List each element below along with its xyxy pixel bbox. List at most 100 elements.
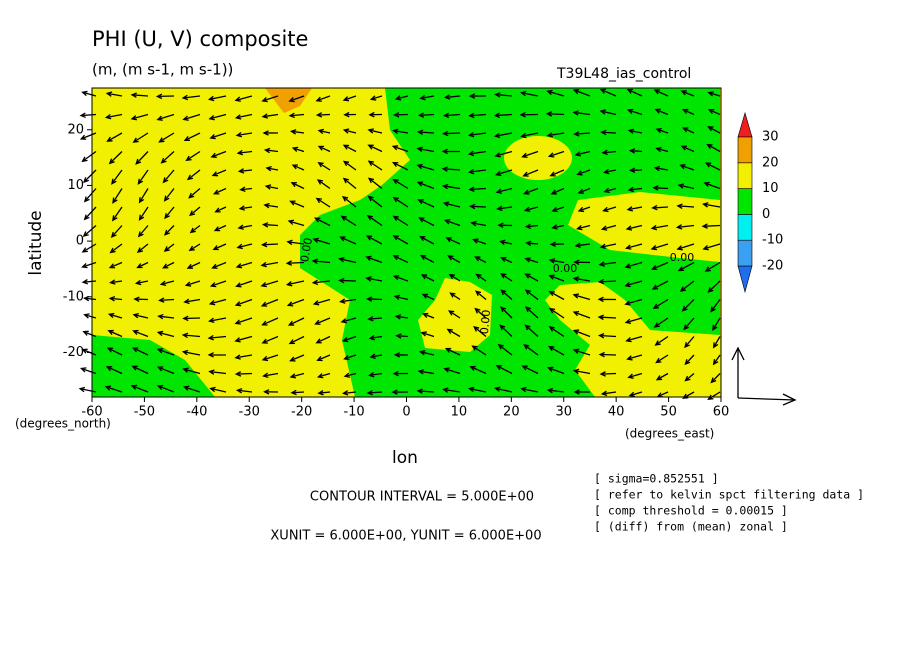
vector-arrow <box>209 386 227 393</box>
vector-arrow <box>338 256 357 264</box>
vector-arrow <box>598 261 617 267</box>
x-tick-label: -30 <box>239 405 260 420</box>
chart-subtitle: (m, (m s-1, m s-1)) <box>92 61 233 79</box>
vector-arrow <box>182 385 201 393</box>
vector-arrow <box>703 181 721 190</box>
vector-arrow <box>162 261 175 269</box>
vector-arrow <box>341 390 357 396</box>
vector-arrow <box>314 217 331 227</box>
vector-arrow <box>449 292 461 301</box>
vector-arrow <box>137 169 149 185</box>
vector-arrow <box>707 280 721 293</box>
vector-arrow <box>157 313 175 320</box>
vector-arrow <box>261 317 279 326</box>
vector-arrow <box>474 307 487 319</box>
vector-arrow <box>676 203 695 209</box>
vector-arrow <box>500 306 513 319</box>
vector-arrow <box>393 352 409 358</box>
vector-arrow <box>291 146 305 153</box>
vector-arrow <box>366 389 383 396</box>
vector-arrow <box>315 95 331 102</box>
x-tick-label: 0 <box>402 405 410 420</box>
colorbar-box <box>737 188 753 215</box>
vector-arrow <box>108 296 123 302</box>
vector-arrow <box>366 214 383 227</box>
vector-arrow <box>264 184 279 190</box>
vector-arrow <box>316 179 331 190</box>
vector-arrow <box>158 297 175 303</box>
vector-arrow <box>525 240 539 247</box>
vector-arrow <box>365 296 383 302</box>
field-cyan <box>504 136 572 180</box>
vector-arrow <box>626 88 643 97</box>
vector-arrow <box>702 202 721 208</box>
vector-arrow <box>572 110 591 116</box>
vector-arrow <box>627 372 643 379</box>
vector-arrow <box>520 386 539 393</box>
x-tick-label: 40 <box>608 405 625 420</box>
vector-arrow <box>624 298 643 306</box>
vector-arrow <box>286 239 305 246</box>
vector-arrow <box>156 113 175 121</box>
vector-arrow <box>598 351 617 358</box>
y-axis-label: latitude <box>26 210 46 275</box>
vector-arrow <box>443 94 461 100</box>
vector-arrow <box>625 224 643 231</box>
vector-arrow <box>181 349 201 356</box>
vector-arrow <box>522 169 539 177</box>
vector-arrow <box>624 317 643 325</box>
vector-arrow <box>235 388 253 394</box>
vector-arrow <box>392 235 409 245</box>
vector-arrow <box>261 354 279 362</box>
vector-arrow <box>83 169 97 184</box>
vector-arrow <box>317 128 331 135</box>
vector-arrow <box>341 335 357 343</box>
vector-arrow <box>442 112 461 119</box>
vector-arrow <box>338 277 357 284</box>
vector-arrow <box>285 260 305 266</box>
vector-arrow <box>599 109 617 116</box>
vector-arrow <box>211 261 227 269</box>
vector-arrow <box>79 112 97 119</box>
vector-arrow <box>189 206 201 217</box>
vector-arrow <box>132 132 149 143</box>
vector-arrow <box>520 132 539 139</box>
vector-arrow <box>186 169 201 181</box>
y-tick-label: 0 <box>76 234 84 249</box>
vector-arrow <box>416 181 435 190</box>
x-tick-label: 30 <box>555 405 572 420</box>
vector-arrow <box>683 317 695 331</box>
x-tick-label: -10 <box>343 405 364 420</box>
x-tick-label: -20 <box>291 405 312 420</box>
vector-arrow <box>289 372 305 379</box>
vector-arrow <box>707 126 721 134</box>
vector-arrow <box>474 256 487 264</box>
vector-arrow <box>342 160 357 171</box>
vector-arrow <box>626 108 643 116</box>
vector-arrow <box>706 143 721 153</box>
vector-arrow <box>234 354 253 360</box>
vector-arrow <box>317 145 331 153</box>
vector-arrow <box>576 224 591 231</box>
vector-arrow <box>131 347 149 356</box>
vector-arrow <box>365 276 383 282</box>
vector-arrow <box>213 224 227 232</box>
vector-arrow <box>500 273 513 282</box>
vector-arrow <box>573 389 591 395</box>
vector-arrow <box>261 113 279 119</box>
vector-arrow <box>652 185 669 191</box>
vector-arrow <box>81 90 97 97</box>
vector-arrow <box>548 307 565 319</box>
vector-arrow <box>493 132 513 139</box>
vector-arrow <box>442 201 461 208</box>
vector-arrow <box>524 273 539 282</box>
vector-arrow <box>263 147 279 154</box>
vector-arrow <box>547 366 565 375</box>
vector-arrow <box>546 89 565 97</box>
vector-arrow <box>676 243 695 251</box>
vector-arrow <box>260 280 279 288</box>
vector-arrow <box>107 312 123 319</box>
vector-arrow <box>188 188 201 199</box>
vector-arrow <box>392 196 409 208</box>
vector-arrow <box>467 150 487 157</box>
